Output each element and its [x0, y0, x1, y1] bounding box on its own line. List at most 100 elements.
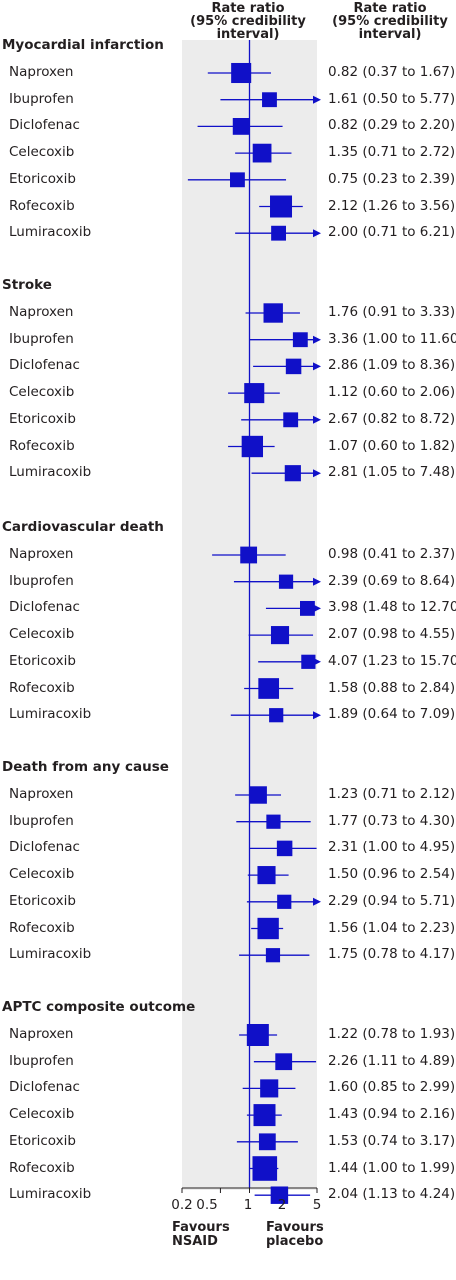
- drug-label: Diclofenac: [9, 839, 80, 856]
- ci-arrow: [313, 335, 321, 344]
- point-estimate: [232, 118, 250, 135]
- point-estimate: [258, 1133, 276, 1151]
- ci-arrow: [313, 362, 321, 371]
- drug-label: Ibuprofen: [9, 90, 74, 107]
- drug-label: Ibuprofen: [9, 812, 74, 829]
- drug-label: Etoricoxib: [9, 652, 76, 669]
- estimate-text: 1.56 (1.04 to 2.23): [328, 919, 456, 936]
- estimate-text: 1.60 (0.85 to 2.99): [328, 1079, 456, 1096]
- drug-label: Celecoxib: [9, 144, 75, 161]
- favours-nsaid: Favours NSAID: [172, 1221, 230, 1249]
- ci-arrow: [313, 577, 321, 586]
- group-title: APTC composite outcome: [2, 999, 196, 1015]
- estimate-text: 1.23 (0.71 to 2.12): [328, 786, 456, 802]
- estimate-text: 2.67 (0.82 to 8.72): [328, 410, 456, 427]
- header-middle: Rate ratio (95% credibility interval): [178, 2, 318, 41]
- point-estimate: [269, 708, 284, 723]
- estimate-text: 1.35 (0.71 to 2.72): [328, 144, 456, 161]
- point-estimate: [270, 195, 293, 218]
- drug-label: Rofecoxib: [9, 919, 75, 936]
- point-estimate: [262, 92, 277, 108]
- drug-label: Rofecoxib: [9, 1159, 75, 1176]
- estimate-text: 1.53 (0.74 to 3.17): [328, 1132, 456, 1149]
- point-estimate: [230, 172, 245, 188]
- point-estimate: [292, 332, 308, 348]
- header-right-line2: (95% credibility: [332, 14, 448, 29]
- favours-placebo: Favours placebo: [266, 1221, 324, 1249]
- estimate-text: 2.39 (0.69 to 8.64): [328, 572, 456, 589]
- tick-label: 1: [243, 1197, 253, 1213]
- estimate-text: 3.36 (1.00 to 11.60): [328, 330, 456, 347]
- estimate-text: 1.50 (0.96 to 2.54): [328, 866, 456, 883]
- ci-arrow: [313, 711, 321, 720]
- drug-label: Naproxen: [9, 1026, 74, 1042]
- favours-nsaid-line2: NSAID: [172, 1234, 218, 1249]
- point-estimate: [275, 1053, 293, 1071]
- header-right-line1: Rate ratio: [353, 1, 427, 16]
- drug-label: Lumiracoxib: [9, 224, 92, 241]
- point-estimate: [257, 866, 276, 885]
- group-title: Stroke: [2, 277, 52, 293]
- drug-label: Etoricoxib: [9, 1132, 76, 1149]
- drug-label: Rofecoxib: [9, 197, 75, 214]
- point-estimate: [277, 894, 292, 909]
- estimate-text: 0.82 (0.29 to 2.20): [328, 117, 456, 134]
- estimate-text: 2.81 (1.05 to 7.48): [328, 464, 456, 481]
- point-estimate: [240, 546, 258, 564]
- estimate-text: 1.89 (0.64 to 7.09): [328, 706, 456, 723]
- estimate-text: 2.29 (0.94 to 5.71): [328, 892, 456, 909]
- estimate-text: 2.00 (0.71 to 6.21): [328, 224, 456, 241]
- estimate-text: 3.98 (1.48 to 12.70): [328, 599, 456, 616]
- ci-arrow: [313, 415, 321, 424]
- estimate-text: 1.77 (0.73 to 4.30): [328, 812, 456, 829]
- ci-arrow: [313, 95, 321, 104]
- drug-label: Naproxen: [9, 64, 74, 80]
- estimate-text: 1.12 (0.60 to 2.06): [328, 384, 456, 401]
- point-estimate: [285, 358, 302, 375]
- drug-label: Celecoxib: [9, 626, 75, 643]
- header-middle-line1: Rate ratio: [211, 1, 285, 16]
- drug-label: Etoricoxib: [9, 892, 76, 909]
- drug-label: Etoricoxib: [9, 410, 76, 427]
- drug-label: Lumiracoxib: [9, 706, 92, 723]
- drug-label: Ibuprofen: [9, 330, 74, 347]
- point-estimate: [246, 1024, 269, 1046]
- drug-label: Ibuprofen: [9, 572, 74, 589]
- ci-arrow: [313, 229, 321, 238]
- estimate-text: 1.44 (1.00 to 1.99): [328, 1159, 456, 1176]
- estimate-text: 2.86 (1.09 to 8.36): [328, 357, 456, 374]
- group-title: Myocardial infarction: [2, 37, 164, 53]
- point-estimate: [263, 303, 283, 323]
- estimate-text: 1.76 (0.91 to 3.33): [328, 304, 456, 320]
- drug-label: Naproxen: [9, 304, 74, 320]
- drug-label: Naproxen: [9, 546, 74, 562]
- ci-arrow: [313, 604, 321, 613]
- point-estimate: [260, 1079, 279, 1098]
- point-estimate: [257, 917, 279, 940]
- point-estimate: [249, 786, 267, 804]
- drug-label: Celecoxib: [9, 866, 75, 883]
- estimate-text: 0.75 (0.23 to 2.39): [328, 170, 456, 187]
- tick-label: 2: [277, 1197, 287, 1213]
- drug-label: Celecoxib: [9, 384, 75, 401]
- point-estimate: [301, 654, 316, 669]
- drug-label: Celecoxib: [9, 1106, 75, 1123]
- estimate-text: 4.07 (1.23 to 15.70): [328, 652, 456, 669]
- group-title: Death from any cause: [2, 759, 169, 775]
- estimate-text: 1.22 (0.78 to 1.93): [328, 1026, 456, 1042]
- point-estimate: [284, 465, 301, 482]
- point-estimate: [270, 626, 290, 645]
- drug-label: Diclofenac: [9, 117, 80, 134]
- point-estimate: [266, 814, 281, 829]
- drug-label: Diclofenac: [9, 599, 80, 616]
- drug-label: Lumiracoxib: [9, 1186, 92, 1203]
- estimate-text: 2.04 (1.13 to 4.24): [328, 1186, 456, 1203]
- drug-label: Naproxen: [9, 786, 74, 802]
- drug-label: Etoricoxib: [9, 170, 76, 187]
- point-estimate: [244, 383, 265, 404]
- header-middle-line3: interval): [216, 27, 280, 42]
- header-right-line3: interval): [358, 27, 422, 42]
- point-estimate: [258, 678, 280, 699]
- point-estimate: [278, 574, 294, 589]
